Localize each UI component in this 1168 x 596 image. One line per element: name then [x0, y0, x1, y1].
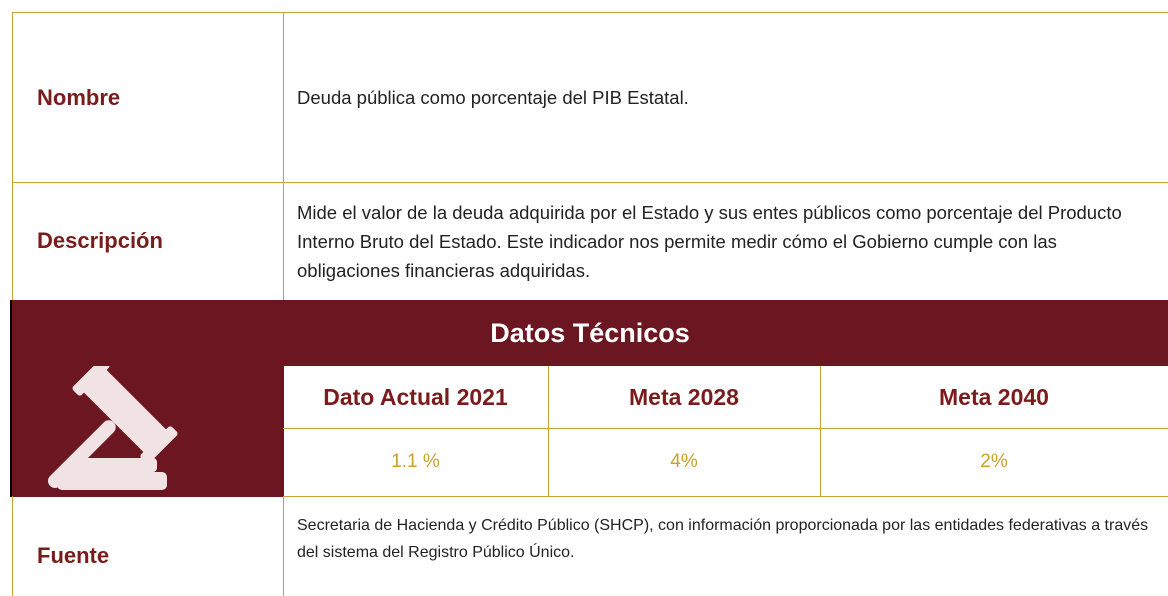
gavel-icon	[47, 358, 178, 490]
indicator-value: 1.1 %	[283, 428, 549, 497]
name-text: Deuda pública como porcentaje del PIB Es…	[283, 12, 1168, 183]
name-label: Nombre	[12, 12, 284, 183]
indicator-value: 4%	[548, 428, 821, 497]
indicator-header: Meta 2028	[548, 366, 821, 429]
indicator-header: Meta 2040	[820, 366, 1168, 429]
icon-cell	[10, 358, 284, 497]
source-label: Fuente	[12, 496, 284, 596]
section-title: Datos Técnicos	[10, 300, 1168, 366]
description-text: Mide el valor de la deuda adquirida por …	[283, 182, 1168, 301]
indicator-value: 2%	[820, 428, 1168, 497]
source-text: Secretaria de Hacienda y Crédito Público…	[297, 517, 1149, 561]
description-label: Descripción	[12, 182, 284, 301]
indicator-header: Dato Actual 2021	[283, 366, 549, 429]
